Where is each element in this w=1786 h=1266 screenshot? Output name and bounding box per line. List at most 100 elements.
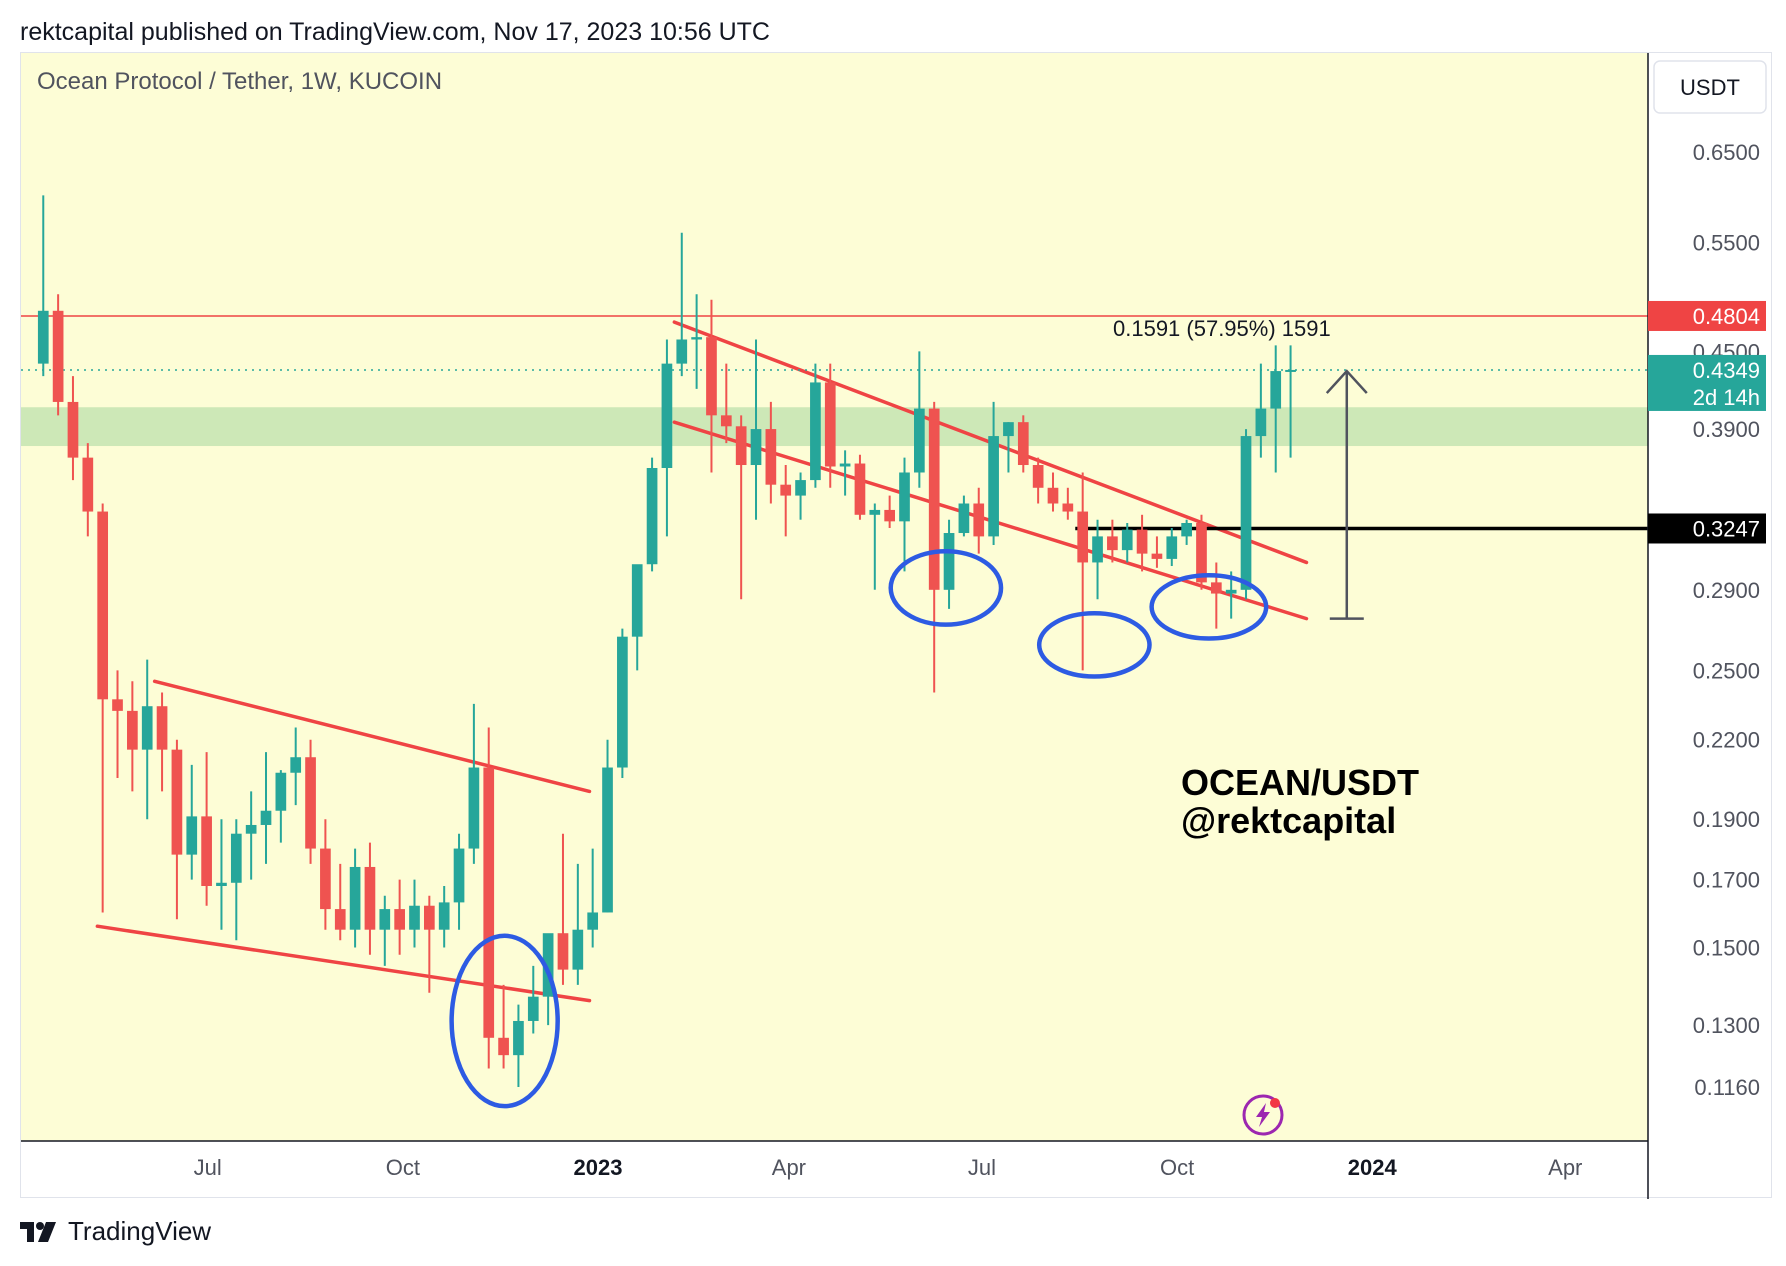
candle-body (171, 749, 183, 855)
candle (97, 503, 109, 913)
candle (765, 401, 777, 504)
candle-body (409, 905, 420, 930)
candle-body (735, 426, 747, 466)
x-tick-label: Oct (386, 1155, 420, 1180)
y-tick-label: 0.2200 (1693, 728, 1760, 753)
candle (245, 791, 257, 880)
candle-body (1210, 582, 1222, 594)
candle (438, 885, 450, 948)
candle (973, 487, 985, 554)
candle (216, 819, 227, 930)
y-tick-label: 0.6500 (1693, 140, 1760, 165)
candle-body (557, 933, 569, 970)
y-tick-label: 0.5500 (1693, 231, 1760, 256)
candle (453, 833, 465, 930)
candle-body (884, 509, 895, 522)
lightning-icon[interactable] (1242, 1094, 1284, 1136)
candle-body (349, 866, 361, 930)
candle-body (899, 472, 910, 522)
candle-body (869, 509, 881, 515)
plot-area[interactable] (21, 53, 1648, 1141)
candle (646, 457, 658, 572)
candle-body (498, 1037, 509, 1056)
x-tick-label: 2024 (1348, 1155, 1398, 1180)
x-tick-label: 2023 (574, 1155, 623, 1180)
candle (230, 819, 242, 941)
watermark-line: @rektcapital (1181, 800, 1396, 841)
candle-body (854, 463, 866, 515)
candle (810, 363, 821, 488)
candle (542, 933, 554, 1026)
candle (1255, 363, 1267, 458)
candle-body (676, 339, 688, 364)
candle-body (305, 757, 316, 849)
candle (988, 401, 999, 545)
candle (1166, 527, 1178, 567)
candle-body (646, 467, 658, 565)
highlight-circle (1149, 573, 1269, 641)
candle (1240, 429, 1252, 600)
tradingview-logo-icon[interactable] (20, 1220, 60, 1244)
candle (631, 564, 643, 671)
candle (899, 457, 910, 572)
candle-body (587, 912, 599, 930)
candle-body (810, 382, 821, 481)
candle-body (914, 408, 925, 473)
candle (290, 727, 302, 806)
resistance-price-label: 0.4804 (1693, 304, 1760, 329)
candle (1017, 415, 1029, 473)
candle (498, 984, 509, 1069)
candle (602, 739, 613, 913)
candle-body (750, 429, 762, 466)
candle (1092, 519, 1103, 600)
candle (824, 363, 836, 488)
candle-body (334, 909, 346, 930)
candle-body (1032, 465, 1044, 488)
candle (928, 401, 940, 693)
candle-body (468, 767, 480, 849)
candle-body (1077, 511, 1089, 563)
candle-body (1225, 589, 1237, 594)
candle (661, 339, 673, 537)
candle-body (156, 706, 168, 750)
candle-body (1196, 523, 1207, 583)
candle (854, 454, 866, 520)
candle-body (1062, 503, 1074, 512)
candle-body (230, 833, 242, 883)
candle-body (661, 363, 673, 468)
candle (334, 863, 346, 941)
publisher-line: rektcapital published on TradingView.com… (20, 18, 770, 46)
candle-body (112, 699, 123, 711)
candle (1107, 519, 1118, 563)
countdown-label: 2d 14h (1693, 385, 1760, 410)
candle (735, 415, 747, 600)
trendline-range-top (152, 679, 592, 794)
candle (1121, 523, 1133, 563)
resistance-price-label-bg (1648, 300, 1766, 331)
candle (869, 503, 881, 590)
chart-panel[interactable]: 0.1591 (57.95%) 1591 OCEAN/USDT @rektcapi… (20, 52, 1773, 1199)
candle (795, 472, 806, 520)
candle (1181, 519, 1192, 545)
candle (201, 752, 212, 906)
candle (141, 659, 153, 820)
candle-body (1255, 408, 1267, 437)
candle (171, 739, 183, 920)
candle-body (572, 929, 584, 970)
currency-button[interactable] (1653, 60, 1767, 114)
candle (1151, 536, 1163, 568)
support-price-label-bg (1648, 513, 1766, 544)
candle (943, 519, 955, 609)
candle-body (364, 866, 376, 930)
candle-body (290, 757, 302, 773)
candle (557, 833, 569, 985)
candle (82, 443, 94, 537)
candle-body (1270, 371, 1282, 409)
candlestick-chart[interactable]: 0.1591 (57.95%) 1591 OCEAN/USDT@rektcapi… (21, 53, 1773, 1199)
x-tick-label: Apr (1548, 1155, 1582, 1180)
candle (127, 681, 138, 792)
candle (617, 628, 628, 779)
candle-body (617, 636, 628, 768)
candle (364, 842, 376, 955)
candle (750, 339, 762, 520)
